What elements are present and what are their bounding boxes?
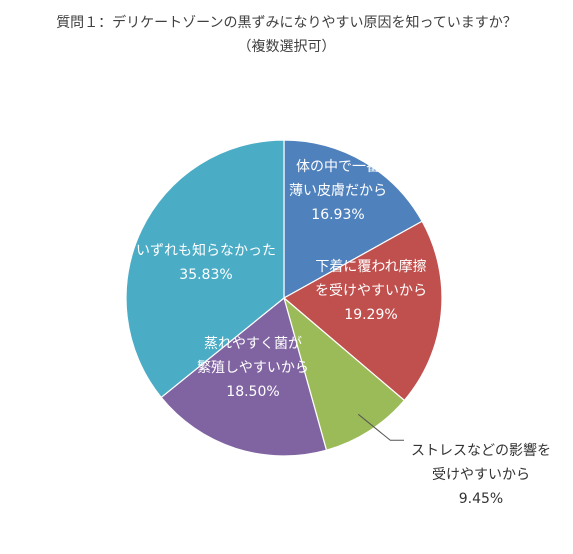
chart-subtitle: （複数選択可） (237, 39, 336, 55)
chart-title: 質問１：デリケートゾーンの黒ずみになりやすい原因を知っていますか？ (56, 15, 517, 31)
slice-label-2: 下着に覆われ摩擦を受けやすいから 19.29% (315, 258, 427, 323)
slice-label-5: いずれも知らなかった 35.83% (136, 242, 276, 283)
slice-label-1: 体の中で一番薄い皮膚だから 16.93% (289, 159, 387, 223)
pie-slice-4 (160, 296, 328, 457)
pie-slice-1 (283, 139, 423, 300)
pie-slice-3 (282, 296, 406, 451)
slice-label-4: 蒸れやすく菌が繁殖しやすいから 18.50% (197, 336, 309, 400)
pie-slice-5 (125, 139, 285, 399)
leader-line (357, 413, 404, 441)
pie-slice-2 (282, 220, 443, 402)
slice-label-3: ストレスなどの影響を受けやすいから 9.45% (411, 442, 551, 507)
